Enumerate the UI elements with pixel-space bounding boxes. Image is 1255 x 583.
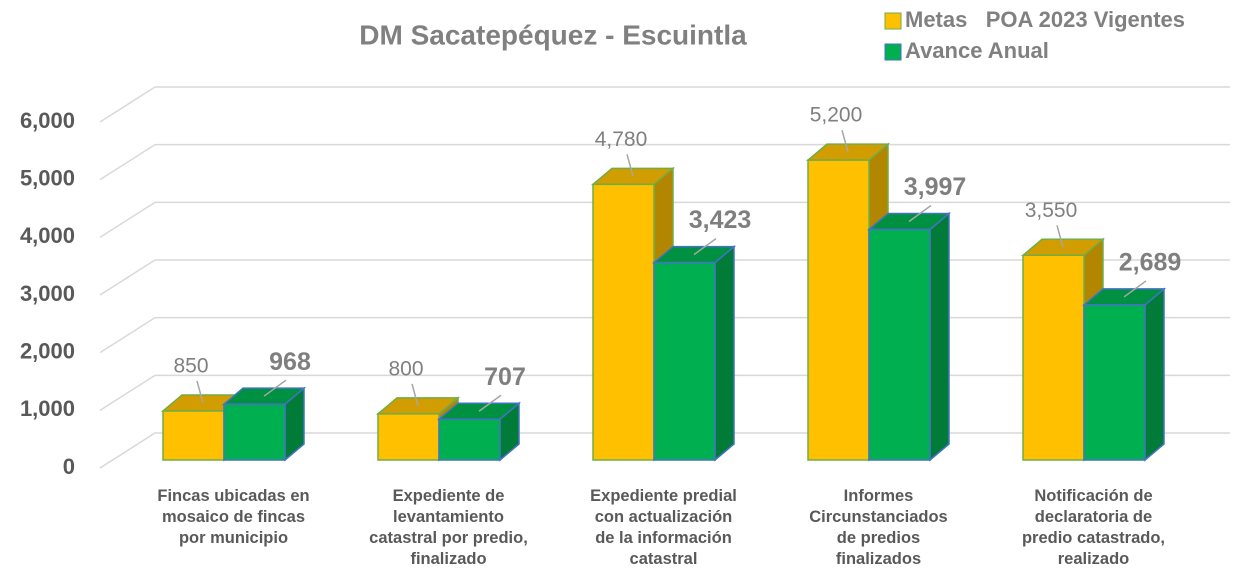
legend-swatch xyxy=(884,12,902,30)
x-tick-label: Informes Circunstanciados de predios finali… xyxy=(809,487,947,568)
bar-front xyxy=(653,261,716,461)
y-tick-label: 2,000 xyxy=(20,338,75,363)
y-tick-label: 0 xyxy=(63,454,75,479)
leader-line xyxy=(908,204,932,223)
y-tick-label: 4,000 xyxy=(20,223,75,248)
bar-front xyxy=(223,403,286,461)
data-label: 4,780 xyxy=(595,128,648,151)
bar-front xyxy=(438,418,501,461)
bar-front xyxy=(1083,304,1146,461)
bar-side xyxy=(714,244,735,462)
bar-front xyxy=(592,183,655,461)
y-tick-label: 5,000 xyxy=(20,165,75,190)
bar-front xyxy=(1022,254,1085,461)
leader-line xyxy=(411,383,419,407)
x-tick-label: Notificación de declaratoria de predio cat… xyxy=(1022,487,1165,568)
bar-front xyxy=(377,413,440,461)
bar-front xyxy=(807,159,870,461)
y-tick-label: 3,000 xyxy=(20,281,75,306)
bar xyxy=(436,401,522,462)
y-tick-label: 1,000 xyxy=(20,396,75,421)
x-tick-label: Expediente de levantamiento catastral por … xyxy=(369,487,528,568)
leader-line xyxy=(478,394,502,412)
leader-line xyxy=(263,379,287,397)
bar xyxy=(866,211,952,462)
leader-line xyxy=(1056,225,1064,248)
y-tick-label: 6,000 xyxy=(20,108,75,133)
bar-side xyxy=(1144,287,1165,462)
bar-side xyxy=(929,211,950,462)
bar xyxy=(1081,287,1167,462)
x-tick-label: Fincas ubicadas en mosaico de fincas por m… xyxy=(157,487,309,547)
chart-title: DM Sacatepéquez - Escuintla xyxy=(359,19,747,50)
legend-label: Metas POA 2023 Vigentes xyxy=(905,7,1185,32)
leader-line xyxy=(626,154,634,177)
leader-line xyxy=(693,238,717,256)
data-label: 800 xyxy=(388,357,423,380)
data-label: 2,689 xyxy=(1119,249,1182,277)
data-label: 3,550 xyxy=(1025,199,1078,222)
x-tick-label: Expediente predial con actualización de la… xyxy=(590,487,737,568)
data-label: 3,423 xyxy=(689,206,752,234)
leader-line xyxy=(841,129,849,153)
legend-swatch xyxy=(884,43,902,61)
leader-line xyxy=(1123,280,1147,298)
legend-label: Avance Anual xyxy=(905,38,1049,63)
data-label: 850 xyxy=(173,355,208,378)
data-label: 5,200 xyxy=(810,104,863,127)
bar xyxy=(651,244,737,462)
bar-front xyxy=(868,228,931,461)
leader-line xyxy=(196,380,204,404)
bar-front xyxy=(162,410,225,461)
data-label: 707 xyxy=(484,363,526,391)
grid-line xyxy=(99,86,1230,123)
data-label: 3,997 xyxy=(904,173,967,201)
bar xyxy=(221,386,307,462)
data-label: 968 xyxy=(269,348,311,376)
